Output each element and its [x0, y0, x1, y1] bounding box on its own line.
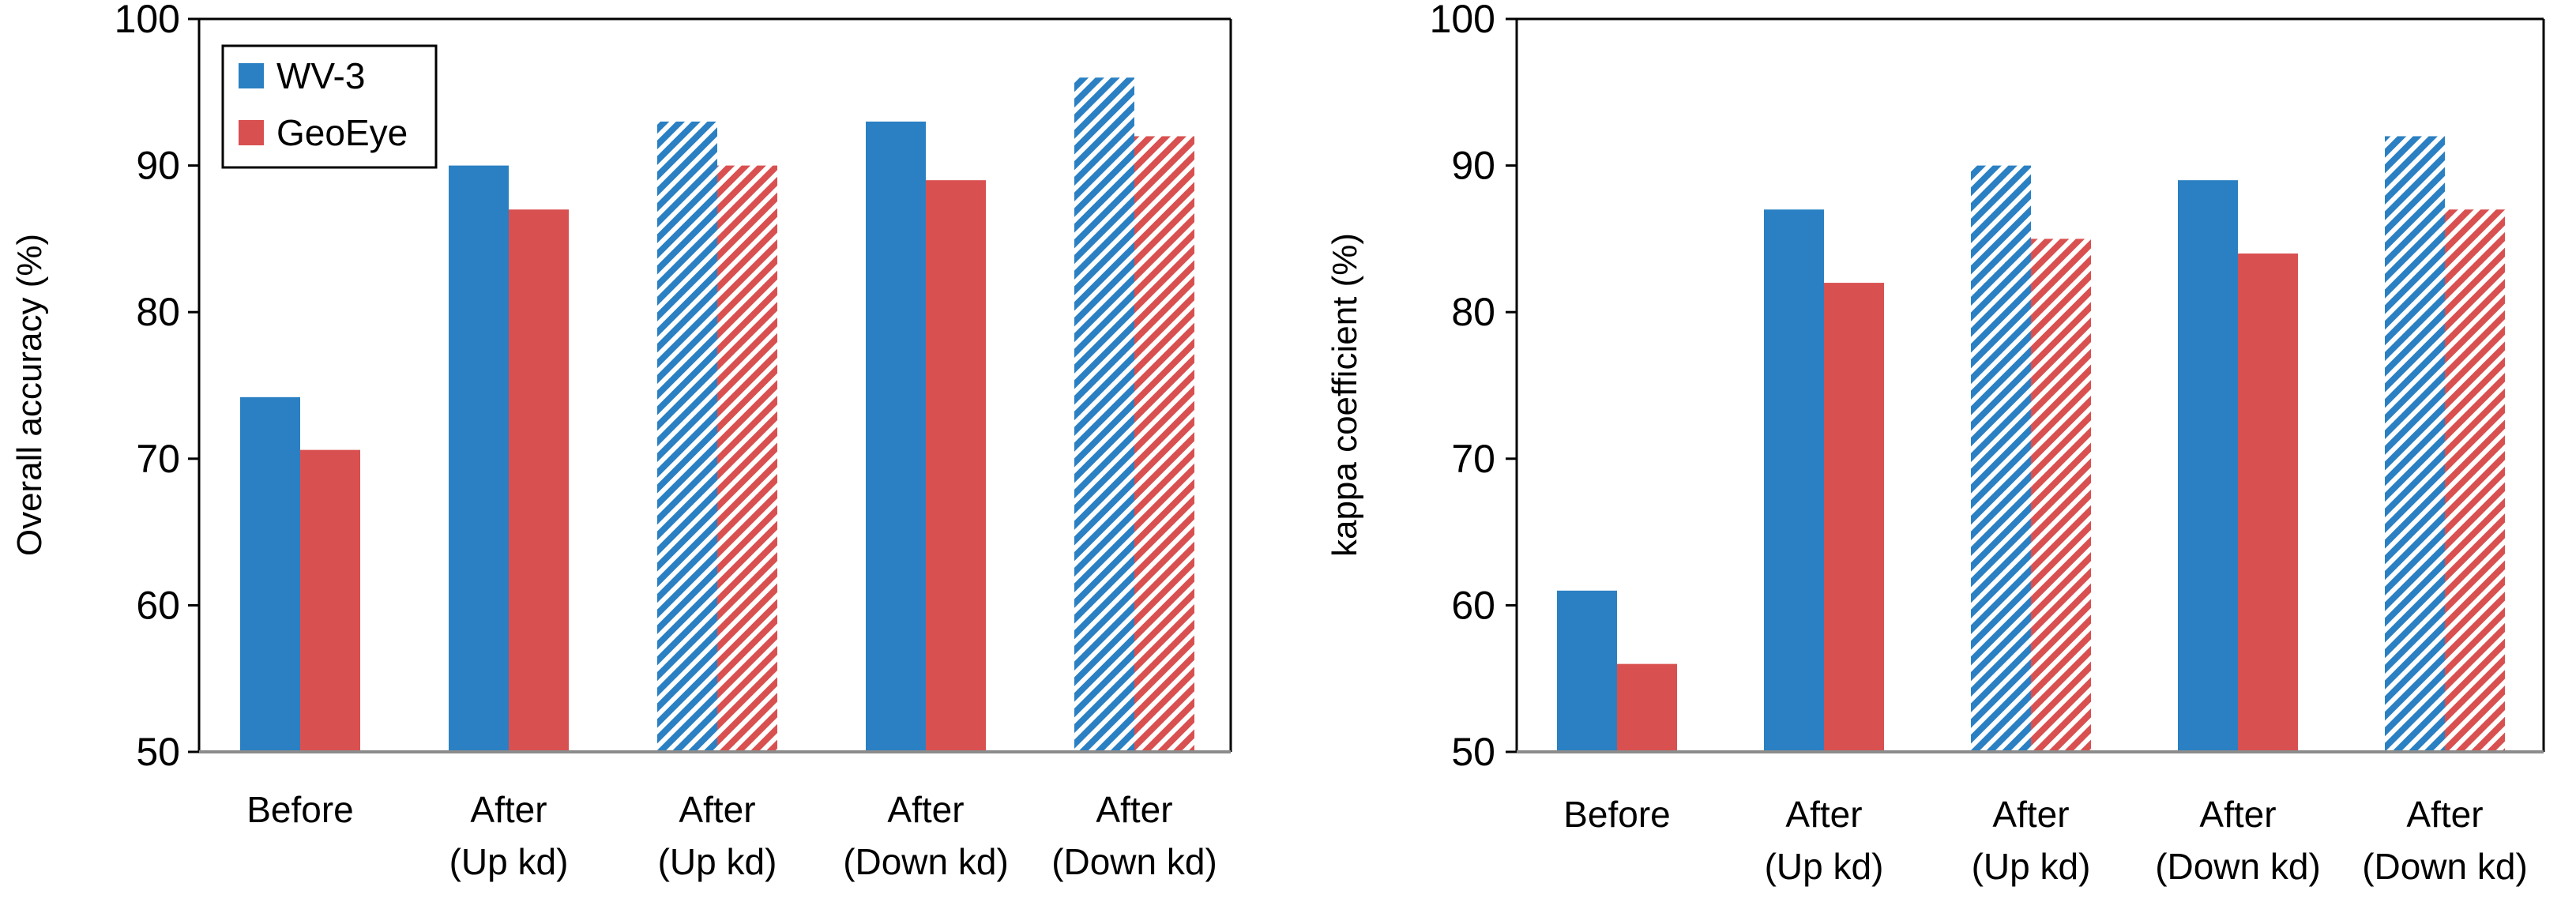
bar-wv3-1 [240, 396, 300, 752]
y-tick-label: 60 [136, 583, 180, 627]
x-category-label: (Down kd) [2362, 846, 2528, 887]
x-category-label: (Down kd) [843, 841, 1009, 882]
bar-wv3-3 [657, 121, 717, 753]
x-category-label: (Down kd) [1051, 841, 1217, 882]
y-tick-label: 50 [136, 730, 180, 774]
legend-label-geoeye: GeoEye [276, 112, 408, 153]
overall-accuracy-chart: Overall accuracy (%) 50 60 70 80 90 100 Before… [10, 0, 1232, 882]
bar-wv3-4 [2178, 180, 2238, 752]
y-tick-label: 90 [136, 144, 180, 188]
x-category-label: After [470, 789, 547, 830]
bar-wv3-4 [866, 121, 926, 753]
y-tick-label: 80 [1451, 290, 1495, 334]
kappa-coefficient-chart: kappa coefficient (%) 50 60 70 80 90 100 Befor… [1326, 0, 2545, 887]
x-category-label: Before [1563, 794, 1671, 835]
y-tick-label: 100 [115, 0, 180, 41]
y-axis-title: Overall accuracy (%) [10, 234, 49, 556]
legend-swatch-wv3 [239, 63, 264, 88]
y-tick-label: 70 [1451, 437, 1495, 481]
bar-wv3-5 [2385, 136, 2445, 753]
x-category-label: (Up kd) [449, 841, 569, 882]
y-axis-title: kappa coefficient (%) [1326, 233, 1364, 557]
bar-geoeye-3 [717, 165, 777, 753]
bar-wv3-5 [1074, 77, 1134, 753]
bar-geoeye-5 [2445, 209, 2505, 752]
legend-swatch-geoeye [239, 120, 264, 145]
x-category-label: After [1992, 794, 2069, 835]
legend-label-wv3: WV-3 [276, 55, 365, 96]
bar-geoeye-4 [2238, 253, 2298, 753]
bar-wv3-3 [1971, 165, 2031, 753]
legend: WV-3 GeoEye [221, 44, 438, 169]
x-category-label: (Up kd) [658, 841, 777, 882]
y-tick-label: 90 [1451, 144, 1495, 188]
bar-wv3-1 [1557, 590, 1617, 752]
y-tick-label: 80 [136, 290, 180, 334]
bar-geoeye-4 [926, 180, 986, 752]
x-category-label: (Down kd) [2155, 846, 2321, 887]
bar-wv3-2 [449, 165, 509, 753]
y-tick-label: 100 [1430, 0, 1495, 41]
x-category-label: After [2199, 794, 2276, 835]
x-category-label: (Up kd) [1765, 846, 1884, 887]
x-category-label: After [2406, 794, 2483, 835]
bar-geoeye-2 [1824, 283, 1884, 753]
bar-geoeye-1 [300, 449, 360, 752]
x-category-label: After [1785, 794, 1862, 835]
x-category-label: After [887, 789, 964, 830]
bar-wv3-2 [1764, 209, 1824, 752]
x-category-label: After [1096, 789, 1172, 830]
y-tick-label: 50 [1451, 730, 1495, 774]
y-tick-label: 60 [1451, 583, 1495, 627]
x-category-label: After [679, 789, 755, 830]
y-tick-label: 70 [136, 437, 180, 481]
x-category-label: (Up kd) [1972, 846, 2091, 887]
bar-geoeye-3 [2031, 239, 2091, 752]
x-category-label: Before [246, 789, 354, 830]
bar-geoeye-2 [509, 209, 569, 752]
bar-geoeye-5 [1134, 136, 1194, 753]
bar-geoeye-1 [1617, 663, 1677, 752]
